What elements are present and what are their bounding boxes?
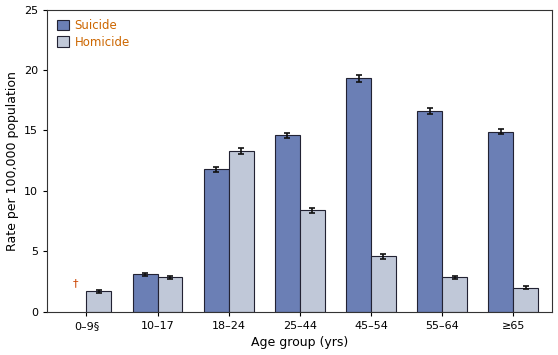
Bar <box>133 274 157 312</box>
Bar <box>417 111 442 312</box>
Bar <box>275 135 300 312</box>
Text: †: † <box>73 278 78 288</box>
X-axis label: Age group (yrs): Age group (yrs) <box>251 337 349 349</box>
Y-axis label: Rate per 100,000 population: Rate per 100,000 population <box>6 71 18 251</box>
Legend: Suicide, Homicide: Suicide, Homicide <box>52 14 134 53</box>
Bar <box>488 132 513 312</box>
Bar <box>442 277 467 312</box>
Bar <box>513 288 538 312</box>
Bar <box>204 169 229 312</box>
Bar <box>229 151 253 312</box>
Bar <box>157 277 182 312</box>
Bar <box>300 210 325 312</box>
Bar <box>371 256 396 312</box>
Bar <box>346 78 371 312</box>
Bar <box>86 291 111 312</box>
